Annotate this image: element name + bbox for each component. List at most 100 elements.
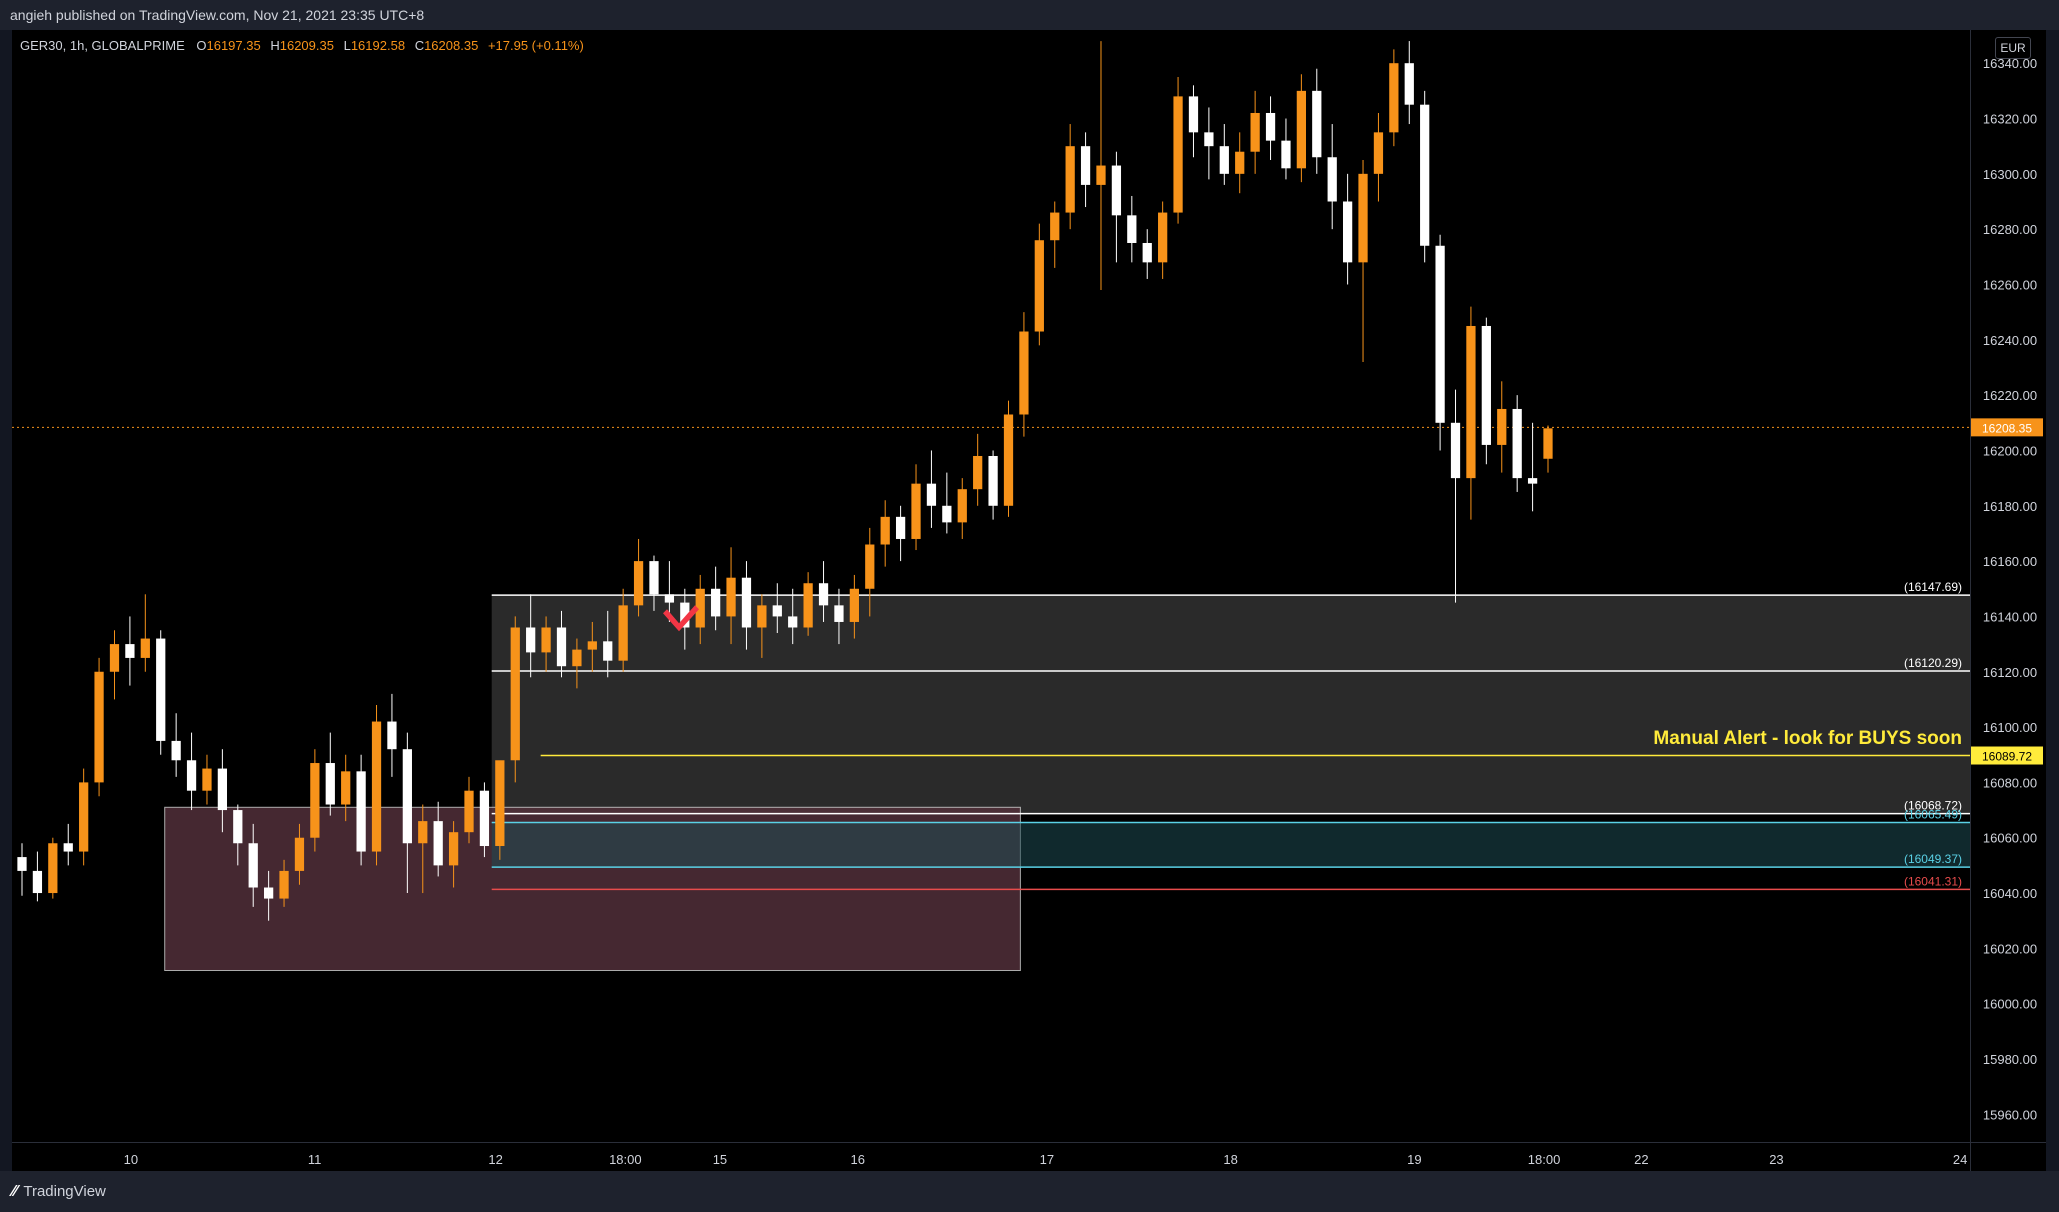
candle-body-48	[757, 605, 767, 628]
candle-body-90	[1404, 63, 1414, 105]
price-tick-4: 16260.00	[1983, 277, 2037, 292]
level-label-0: (16147.69)	[1904, 580, 1962, 594]
candle-body-25	[402, 749, 412, 844]
candle-body-81	[1265, 112, 1276, 141]
candle-body-29	[464, 790, 474, 833]
candle-body-79	[1235, 151, 1245, 174]
levels-layer: (16147.69) (16120.29) (16068.72)(16065.49)…	[491, 580, 1970, 891]
price-tick-10: 16140.00	[1983, 609, 2037, 624]
candle-body-52	[818, 583, 829, 606]
price-tick-0: 16340.00	[1983, 56, 2037, 71]
high-value: 16209.35	[279, 38, 334, 53]
candle-body-92	[1435, 245, 1445, 423]
candle-body-8	[140, 638, 150, 658]
candle-body-99	[1543, 428, 1553, 459]
candle-body-34	[541, 627, 551, 653]
candle-body-98	[1527, 478, 1538, 484]
candle-body-77	[1204, 132, 1214, 147]
price-tick-15: 16040.00	[1983, 886, 2037, 901]
candle-body-49	[772, 605, 782, 617]
candle-body-28	[448, 832, 459, 866]
candle-body-13	[217, 768, 228, 811]
candle-body-80	[1250, 112, 1260, 152]
candle-body-20	[325, 763, 335, 805]
close-value: 16208.35	[424, 38, 479, 53]
price-badges: 16089.72 16208.35	[1971, 418, 2043, 765]
candle-body-3	[63, 843, 73, 852]
candle-body-91	[1420, 104, 1430, 246]
low-value: 16192.58	[350, 38, 406, 53]
candle-body-97	[1512, 408, 1522, 479]
level-label-3: (16068.72)	[1904, 799, 1962, 813]
candle-body-50	[788, 616, 798, 628]
candle-body-71	[1111, 165, 1122, 216]
candle-body-87	[1358, 173, 1368, 263]
time-tick-12: 24	[1953, 1152, 1967, 1167]
open-label: O	[196, 38, 207, 53]
manual-alert-label: Manual Alert - look for BUYS soon	[1653, 728, 1962, 749]
candle-body-51	[803, 583, 813, 628]
time-tick-6: 17	[1040, 1152, 1054, 1167]
time-tick-8: 19	[1407, 1152, 1421, 1167]
candle-body-73	[1142, 242, 1152, 263]
time-tick-9: 18:00	[1528, 1152, 1561, 1167]
candle-body-33	[526, 627, 536, 653]
price-tick-7: 16200.00	[1983, 443, 2037, 458]
candle-body-38	[603, 641, 613, 661]
price-tick-9: 16160.00	[1983, 554, 2037, 569]
candle-body-43	[680, 602, 690, 628]
time-tick-11: 23	[1769, 1152, 1783, 1167]
candle-body-42	[664, 594, 675, 603]
time-tick-7: 18	[1223, 1152, 1237, 1167]
time-axis-separator	[12, 1142, 2046, 1143]
low-label: L	[343, 38, 351, 53]
candle-body-53	[834, 605, 844, 622]
candle-body-6	[109, 644, 120, 672]
candle-body-14	[233, 810, 243, 844]
candle-body-40	[633, 561, 644, 606]
candle-body-41	[649, 561, 659, 595]
candle-body-23	[371, 721, 382, 852]
candle-body-10	[171, 740, 181, 761]
currency-button[interactable]: EUR	[1995, 37, 2031, 59]
candle-body-12	[202, 768, 212, 791]
candle-body-35	[556, 627, 567, 667]
level-label-1: (16120.29)	[1904, 656, 1962, 670]
candle-body-85	[1327, 157, 1337, 202]
brand-name[interactable]: TradingView	[23, 1183, 106, 1200]
candle-body-69	[1080, 146, 1091, 185]
candle-body-46	[726, 577, 736, 617]
price-tick-14: 16060.00	[1983, 831, 2037, 846]
support-fill	[491, 822, 1971, 868]
candle-body-15	[248, 843, 258, 888]
candle-body-30	[479, 790, 490, 847]
candle-body-21	[341, 771, 351, 805]
candle-body-26	[418, 821, 428, 844]
footer-bar: ⁄⁄ TradingView	[0, 1171, 2059, 1212]
candle-body-84	[1312, 90, 1322, 158]
candle-body-17	[279, 870, 289, 899]
candle-body-62	[973, 455, 983, 490]
candle-body-60	[942, 505, 952, 523]
price-tick-1: 16320.00	[1983, 112, 2037, 127]
candle-body-93	[1450, 422, 1461, 479]
candle-body-5	[94, 671, 104, 783]
candle-body-94	[1466, 325, 1476, 479]
candle-body-9	[156, 638, 166, 741]
time-tick-3: 18:00	[609, 1152, 642, 1167]
last-price-label: 16208.35	[1982, 421, 2032, 435]
candle-body-67	[1050, 212, 1060, 241]
candle-body-89	[1389, 63, 1399, 133]
candle-body-72	[1127, 215, 1137, 243]
candle-body-88	[1373, 132, 1384, 174]
candle-body-45	[711, 588, 721, 617]
change-value: +17.95 (+0.11%)	[487, 38, 584, 53]
time-tick-4: 15	[713, 1152, 727, 1167]
candle-body-57	[895, 516, 906, 539]
candle-body-27	[433, 821, 443, 866]
candle-body-11	[186, 760, 197, 791]
candle-body-54	[849, 588, 859, 622]
price-tick-6: 16220.00	[1983, 388, 2037, 403]
candle-body-61	[957, 489, 967, 523]
